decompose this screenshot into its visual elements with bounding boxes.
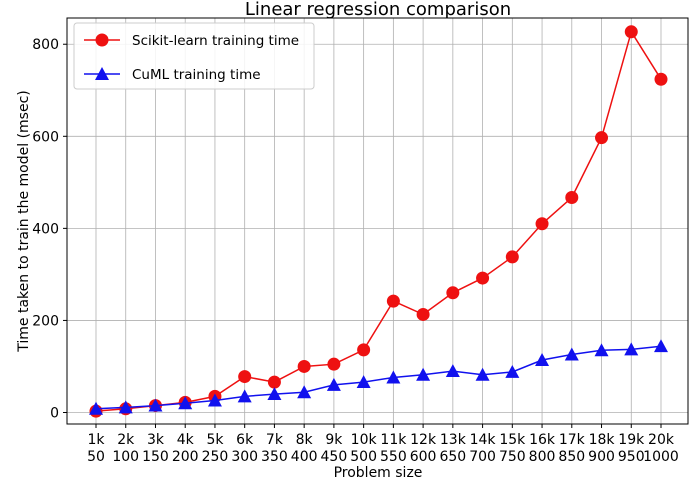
data-point-sklearn (654, 72, 668, 86)
x-tick-label-bottom: 500 (350, 449, 377, 465)
x-tick-label-bottom: 100 (112, 449, 139, 465)
data-point-cuml (178, 396, 193, 410)
data-point-sklearn (238, 370, 252, 384)
plot-frame (66, 17, 689, 425)
data-point-sklearn (505, 250, 519, 264)
x-tick-label-top: 5k (206, 432, 224, 448)
x-tick-label-top: 11k (380, 432, 407, 448)
data-point-sklearn (595, 131, 609, 145)
legend: Scikit-learn training time CuML training… (73, 22, 315, 90)
x-tick-label-top: 10k (351, 432, 378, 448)
x-tick-label-top: 12k (410, 432, 437, 448)
x-tick-label-bottom: 900 (588, 449, 615, 465)
y-axis-label: Time taken to train the model (msec) (16, 90, 32, 353)
x-tick-label-bottom: 800 (529, 449, 556, 465)
x-tick-label-bottom: 300 (231, 449, 258, 465)
data-point-cuml (505, 364, 520, 378)
x-tick-label-bottom: 950 (618, 449, 645, 465)
x-tick-label-top: 6k (236, 432, 254, 448)
data-point-cuml (148, 398, 163, 412)
data-point-cuml (267, 387, 282, 401)
data-point-cuml (535, 353, 550, 366)
x-axis-label: Problem size (334, 465, 423, 481)
x-tick-label-top: 19k (618, 432, 645, 448)
y-axis-ticks: 0 200 400 600 800 (32, 37, 67, 421)
x-tick-label-top: 17k (559, 432, 586, 448)
data-point-sklearn (624, 25, 638, 39)
data-point-cuml (356, 375, 371, 389)
data-point-cuml (594, 343, 609, 357)
x-tick-label-top: 9k (325, 432, 343, 448)
x-tick-label-top: 13k (440, 432, 467, 448)
x-tick-label-bottom: 200 (172, 449, 199, 465)
y-tick-label: 800 (32, 37, 59, 53)
x-tick-label-top: 4k (177, 432, 195, 448)
data-point-cuml (445, 364, 460, 378)
data-point-cuml (326, 377, 341, 391)
x-tick-label-bottom: 50 (87, 449, 105, 465)
x-tick-label-bottom: 350 (261, 449, 288, 465)
data-point-cuml (89, 401, 103, 415)
x-tick-label-top: 1k (87, 432, 105, 448)
x-tick-label-bottom: 400 (291, 449, 318, 465)
legend-label-cuml: CuML training time (132, 67, 261, 83)
data-point-cuml (416, 367, 431, 381)
data-point-sklearn (476, 271, 490, 285)
legend-box (73, 22, 315, 90)
y-tick-label: 400 (32, 221, 59, 237)
data-point-sklearn (327, 357, 341, 371)
x-tick-label-top: 3k (147, 432, 165, 448)
data-point-cuml (386, 370, 401, 384)
series-line-1 (95, 345, 662, 410)
x-tick-label-bottom: 450 (321, 449, 348, 465)
y-tick-label: 600 (32, 129, 59, 145)
x-tick-label-bottom: 850 (558, 449, 585, 465)
x-tick-label-bottom: 750 (499, 449, 526, 465)
data-point-cuml (624, 342, 639, 356)
x-tick-label-bottom: 1000 (643, 449, 679, 465)
x-tick-label-bottom: 650 (439, 449, 466, 465)
data-point-sklearn (357, 343, 371, 357)
x-tick-label-top: 7k (266, 432, 284, 448)
data-point-cuml (207, 393, 222, 407)
x-tick-label-top: 18k (589, 432, 616, 448)
data-point-sklearn (446, 286, 460, 300)
data-point-sklearn (267, 375, 281, 389)
data-point-sklearn (565, 191, 579, 205)
data-point-cuml (564, 347, 579, 361)
x-tick-label-bottom: 150 (142, 449, 169, 465)
data-point-cuml (654, 339, 668, 353)
x-tick-label-top: 20k (648, 432, 675, 448)
data-point-sklearn (535, 217, 549, 231)
x-tick-label-top: 2k (117, 432, 135, 448)
data-point-cuml (237, 389, 252, 403)
data-point-sklearn (386, 294, 400, 308)
y-tick-label: 0 (50, 405, 59, 421)
x-tick-label-bottom: 600 (410, 449, 437, 465)
data-point-cuml (118, 400, 133, 414)
x-tick-label-bottom: 700 (469, 449, 496, 465)
data-point-sklearn (297, 359, 311, 373)
chart-title: Linear regression comparison (245, 0, 511, 20)
x-tick-label-bottom: 550 (380, 449, 407, 465)
data-point-cuml (475, 367, 490, 381)
data-point-cuml (297, 385, 312, 399)
x-tick-label-top: 16k (529, 432, 556, 448)
legend-label-sklearn: Scikit-learn training time (132, 33, 299, 49)
x-tick-label-top: 8k (296, 432, 314, 448)
data-point-sklearn (416, 307, 430, 321)
x-tick-label-top: 15k (499, 432, 526, 448)
legend-marker-sklearn (95, 33, 109, 47)
legend-marker-cuml (95, 67, 109, 80)
x-tick-label-bottom: 250 (202, 449, 229, 465)
y-tick-label: 200 (32, 313, 59, 329)
x-tick-label-top: 14k (470, 432, 497, 448)
series-layer (89, 25, 668, 418)
